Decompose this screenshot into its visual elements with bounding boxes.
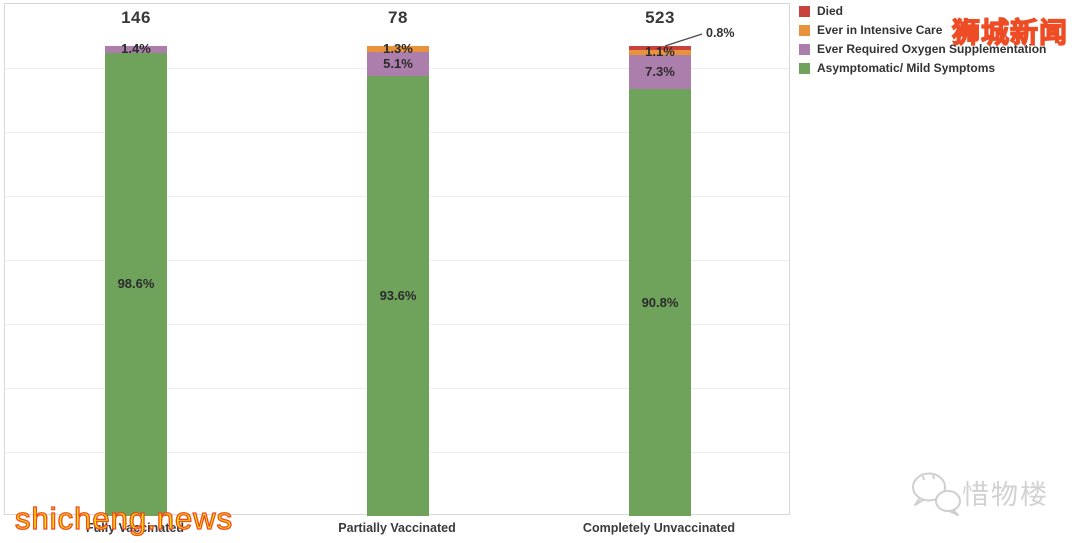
callout-died-label: 0.8%: [706, 26, 735, 40]
segment-percent-label: 90.8%: [641, 294, 679, 310]
legend-label: Died: [817, 4, 844, 18]
bar-total-label: 78: [388, 8, 408, 27]
segment-percent-label: 1.1%: [645, 44, 675, 60]
segment-percent-label: 93.6%: [379, 288, 417, 304]
segment-percent-label: 7.3%: [645, 64, 675, 80]
bar-segment-asymptomatic-mild-symptoms: [629, 89, 691, 516]
stacked-bar-partially-vaccinated: 1.3% 5.1% 93.6%: [367, 42, 429, 516]
watermark-shicheng-cn: 狮城新闻: [951, 16, 1069, 48]
legend-item-ever-required-oxygen-supplementation: Ever Required Oxygen Supplementation: [799, 42, 1046, 61]
bar-segment-ever-in-intensive-care: [367, 46, 429, 53]
legend-swatch: [799, 6, 810, 17]
segment-percent-label: 1.3%: [383, 41, 413, 57]
wechat-icon: [912, 472, 961, 516]
watermark-xiwulou-text: 惜物楼: [962, 479, 1049, 510]
segment-percent-label: 1.4%: [121, 41, 151, 57]
legend-swatch: [799, 44, 810, 55]
stacked-bar-completely-unvaccinated: 1.1% 7.3% 90.8%: [629, 45, 691, 516]
category-label: Partially Vaccinated: [338, 521, 456, 535]
legend-item-died: Died: [799, 4, 1046, 23]
legend-label: Ever Required Oxygen Supplementation: [817, 42, 1047, 56]
category-label: Completely Unvaccinated: [582, 521, 736, 535]
chart-legend: Died Ever in Intensive Care Ever Required …: [799, 4, 1046, 80]
legend-swatch: [799, 63, 810, 74]
bar-segment-died: [629, 46, 691, 50]
bar-segment-ever-in-intensive-care: [629, 49, 691, 55]
legend-label: Asymptomatic/ Mild Symptoms: [817, 61, 996, 75]
bar-segment-asymptomatic-mild-symptoms: [367, 76, 429, 516]
legend-item-asymptomatic-mild-symptoms: Asymptomatic/ Mild Symptoms: [799, 61, 1046, 80]
bar-segment-ever-required-oxygen-supplementation: [105, 46, 167, 53]
plot-area: 146 1.4% 98.6% 78 1.3% 5.1% 93.6% 523 1.1% 7.3% 90…: [4, 3, 790, 516]
segment-percent-label: 98.6%: [117, 276, 155, 292]
segment-percent-label: 5.1%: [383, 56, 413, 72]
legend-item-ever-in-intensive-care: Ever in Intensive Care: [799, 23, 1046, 42]
bar-segment-ever-required-oxygen-supplementation: [367, 52, 429, 77]
bar-segment-asymptomatic-mild-symptoms: [105, 52, 167, 516]
stacked-bar-fully-vaccinated: 1.4% 98.6%: [105, 42, 167, 516]
bar-segment-ever-required-oxygen-supplementation: [629, 54, 691, 90]
legend-swatch: [799, 25, 810, 36]
watermark-xiwulou: 惜物楼: [908, 468, 1049, 516]
bar-total-label: 146: [121, 8, 151, 27]
category-label: Fully Vaccinated: [86, 521, 184, 535]
bar-total-label: 523: [645, 8, 675, 27]
legend-label: Ever in Intensive Care: [817, 23, 943, 37]
watermark-shicheng-news: shicheng.news: [14, 500, 234, 536]
